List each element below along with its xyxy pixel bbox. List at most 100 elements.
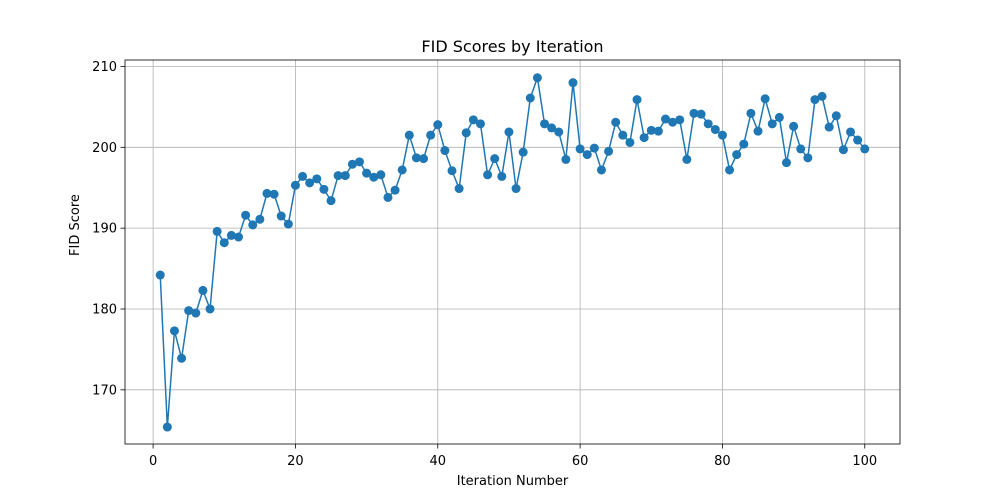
- y-tick-label: 210: [92, 60, 117, 75]
- data-point: [390, 185, 400, 195]
- data-point: [568, 78, 578, 88]
- y-tick-label: 200: [92, 141, 117, 156]
- data-point: [419, 154, 429, 164]
- data-point: [532, 73, 542, 83]
- data-point: [810, 95, 820, 105]
- data-point: [333, 171, 343, 181]
- data-point: [283, 219, 293, 229]
- data-point: [547, 123, 557, 133]
- data-point: [604, 146, 614, 156]
- data-point: [290, 180, 300, 190]
- data-point: [717, 130, 727, 140]
- x-tick-label: 0: [149, 454, 157, 469]
- data-point: [269, 189, 279, 199]
- data-point: [739, 139, 749, 149]
- x-tick-label: 100: [852, 454, 877, 469]
- data-point: [162, 422, 172, 432]
- data-point: [169, 326, 179, 336]
- data-point: [646, 125, 656, 135]
- data-point: [682, 154, 692, 164]
- data-point: [262, 188, 272, 198]
- ticks-layer: 0 20 40 60 80 100 170 180 190 200 210: [92, 60, 877, 469]
- data-point: [554, 127, 564, 137]
- data-point: [461, 128, 471, 138]
- plot-frame: [124, 59, 901, 445]
- data-point: [753, 126, 763, 136]
- data-point: [248, 220, 258, 230]
- chart-title: FID Scores by Iteration: [421, 37, 603, 56]
- data-point: [255, 214, 265, 224]
- data-point: [611, 117, 621, 127]
- data-point: [411, 153, 421, 163]
- data-point: [198, 285, 208, 295]
- x-axis-label: Iteration Number: [457, 474, 569, 489]
- data-point: [376, 170, 386, 180]
- data-point: [219, 238, 229, 248]
- data-point: [426, 130, 436, 140]
- data-point: [725, 165, 735, 175]
- data-point: [632, 95, 642, 105]
- data-point: [596, 165, 606, 175]
- data-point: [319, 184, 329, 194]
- data-point: [675, 115, 685, 125]
- data-point: [703, 119, 713, 129]
- data-point: [796, 144, 806, 154]
- data-point: [732, 150, 742, 160]
- data-point: [689, 108, 699, 118]
- data-point: [369, 172, 379, 182]
- data-point: [661, 114, 671, 124]
- data-point: [447, 166, 457, 176]
- data-point: [838, 145, 848, 155]
- data-point: [696, 109, 706, 119]
- data-point: [475, 119, 485, 129]
- y-tick-label: 170: [92, 383, 117, 398]
- data-point: [226, 230, 236, 240]
- series-layer: [155, 73, 870, 432]
- data-point: [525, 93, 535, 103]
- data-point: [767, 119, 777, 129]
- data-point: [397, 165, 407, 175]
- data-point: [468, 115, 478, 125]
- data-point: [710, 125, 720, 135]
- data-point: [760, 94, 770, 104]
- data-point: [511, 184, 521, 194]
- data-point: [347, 159, 357, 169]
- data-point: [817, 91, 827, 101]
- data-point: [625, 137, 635, 147]
- y-tick-label: 190: [92, 222, 117, 237]
- data-point: [653, 126, 663, 136]
- data-point: [483, 170, 493, 180]
- data-point: [824, 122, 834, 132]
- data-point: [404, 130, 414, 140]
- data-point: [589, 143, 599, 153]
- data-point: [433, 120, 443, 130]
- y-axis-label: FID Score: [68, 194, 83, 256]
- data-point: [746, 108, 756, 118]
- x-tick-label: 80: [714, 454, 731, 469]
- data-point: [184, 306, 194, 316]
- data-point: [276, 211, 286, 221]
- data-point: [234, 232, 244, 242]
- data-point: [383, 192, 393, 202]
- data-point: [504, 127, 514, 137]
- data-point: [540, 119, 550, 129]
- data-point: [454, 184, 464, 194]
- data-point: [326, 196, 336, 206]
- data-point: [781, 158, 791, 168]
- data-point: [561, 154, 571, 164]
- data-point: [846, 127, 856, 137]
- data-point: [639, 133, 649, 143]
- data-point: [241, 210, 251, 220]
- axes-layer: [124, 59, 901, 445]
- data-point: [354, 157, 364, 167]
- data-point: [774, 112, 784, 122]
- data-point: [803, 153, 813, 163]
- data-point: [518, 147, 528, 157]
- data-point: [312, 174, 322, 184]
- data-point: [212, 226, 222, 236]
- x-tick-label: 40: [430, 454, 447, 469]
- data-point: [582, 150, 592, 160]
- y-tick-label: 180: [92, 302, 117, 317]
